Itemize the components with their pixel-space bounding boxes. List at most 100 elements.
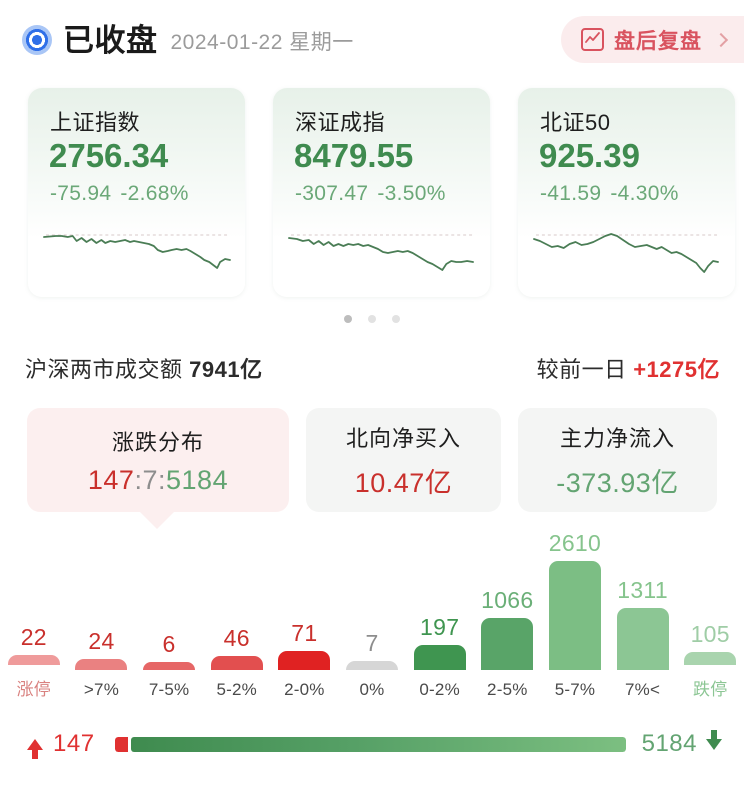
turnover-compare-label: 较前一日: [536, 357, 627, 382]
index-card-beijing50[interactable]: 北证50 925.39 -41.59 -4.30%: [518, 88, 735, 297]
bar-rect: [143, 662, 196, 670]
chevron-right-icon: [713, 32, 729, 47]
bar-value-label: 197: [420, 614, 460, 640]
index-change-pct: -3.50%: [377, 182, 446, 205]
index-name: 北证50: [540, 110, 611, 135]
bar-category-label: 5-7%: [554, 680, 596, 699]
bar-column[interactable]: 105 跌停: [676, 530, 744, 700]
chart-box-icon: [581, 28, 604, 51]
bar-category-label: 涨停: [16, 680, 52, 699]
stat-value-distribution: 147:7:5184: [88, 465, 228, 496]
index-change-pct: -2.68%: [120, 182, 189, 205]
index-name: 上证指数: [50, 110, 141, 135]
ratio-down-count: 5184: [641, 730, 697, 757]
up-down-ratio-bar: 147 5184: [0, 726, 744, 762]
post-market-review-button[interactable]: 盘后复盘: [561, 16, 744, 63]
index-value: 2756.34: [49, 137, 169, 174]
turnover-total: 沪深两市成交额 7941亿: [25, 352, 263, 384]
bar-category-label: 2-5%: [487, 680, 528, 699]
bar-category-label: >7%: [83, 680, 120, 699]
bar-category-label: 5-2%: [216, 680, 257, 699]
bar-rect: [548, 561, 601, 670]
turnover-row: 沪深两市成交额 7941亿 较前一日 +1275亿: [0, 352, 744, 384]
bar-value-label: 6: [162, 631, 176, 657]
stat-box-distribution[interactable]: 涨跌分布 147:7:5184: [27, 408, 289, 529]
bar-value-label: 2610: [548, 530, 602, 556]
bar-category-label: 2-0%: [284, 680, 325, 699]
bar-column[interactable]: 71 2-0%: [271, 530, 339, 700]
index-name: 深证成指: [295, 110, 386, 135]
bar-column[interactable]: 24 >7%: [68, 530, 136, 700]
bar-category-label: 7%<: [625, 680, 661, 699]
bar-rect: [346, 661, 399, 670]
index-change: -307.47 -3.50%: [295, 182, 446, 206]
page-header: 已收盘 2024-01-22 星期一 盘后复盘: [0, 0, 744, 80]
stat-label: 主力净流入: [559, 425, 675, 451]
index-change: -75.94 -2.68%: [50, 182, 189, 206]
index-card-shanghai[interactable]: 上证指数 2756.34 -75.94 -2.68%: [28, 88, 245, 297]
bar-rect: [278, 651, 331, 670]
bar-column[interactable]: 7 0%: [338, 530, 406, 700]
bar-rect: [616, 608, 669, 670]
ratio-track: [114, 736, 626, 752]
dist-sep-2: :: [158, 464, 167, 495]
market-status-title: 已收盘: [63, 22, 158, 58]
turnover-compare: 较前一日 +1275亿: [537, 352, 720, 384]
stat-value: -373.93亿: [556, 467, 679, 498]
index-change-pct: -4.30%: [610, 182, 679, 205]
index-card-shenzhen[interactable]: 深证成指 8479.55 -307.47 -3.50%: [273, 88, 490, 297]
index-change-abs: -307.47: [295, 182, 369, 205]
bar-rect: [684, 652, 737, 665]
bar-category-label: 0%: [359, 680, 385, 699]
bar-category-label: 0-2%: [419, 680, 460, 699]
bar-category-label: 7-5%: [148, 680, 190, 699]
index-change-abs: -75.94: [50, 182, 112, 205]
index-sparkline: [43, 234, 231, 269]
stat-label: 北向净买入: [345, 425, 461, 451]
stat-box-main-inflow[interactable]: 主力净流入 -373.93亿: [518, 408, 717, 512]
carousel-dot-0[interactable]: [344, 315, 352, 323]
bar-rect: [481, 618, 534, 670]
index-value: 925.39: [539, 137, 640, 174]
index-sparkline: [288, 234, 474, 271]
index-card-list: 上证指数 2756.34 -75.94 -2.68% 深证成指 8479.55 -…: [0, 88, 744, 297]
bar-value-label: 46: [223, 625, 250, 651]
stat-box-northbound[interactable]: 北向净买入 10.47亿: [306, 408, 501, 512]
bar-column[interactable]: 46 5-2%: [203, 530, 271, 700]
bar-rect: [413, 645, 466, 670]
bar-column[interactable]: 2610 5-7%: [541, 530, 609, 700]
market-date: 2024-01-22 星期一: [170, 30, 354, 54]
index-sparkline: [533, 233, 719, 273]
carousel-dots[interactable]: [0, 315, 744, 323]
bar-column[interactable]: 197 0-2%: [406, 530, 474, 700]
dist-flat-count: 7: [142, 464, 158, 495]
bar-rect: [75, 659, 128, 670]
carousel-dot-2[interactable]: [392, 315, 400, 323]
change-distribution-chart: 22 涨停 24 >7% 6 7-5% 46 5-2% 71 2-0% 7 0% 197 0-2% 1066…: [0, 530, 744, 700]
turnover-value: 7941亿: [189, 357, 263, 382]
bar-value-label: 71: [291, 620, 318, 646]
bar-value-label: 1311: [617, 577, 668, 603]
bar-column[interactable]: 22 涨停: [0, 530, 68, 700]
dist-down-count: 5184: [166, 464, 229, 495]
carousel-dot-1[interactable]: [368, 315, 376, 323]
bar-value-label: 24: [88, 628, 115, 654]
turnover-label: 沪深两市成交额: [25, 357, 183, 382]
bar-value-label: 22: [20, 624, 47, 650]
bar-column[interactable]: 6 7-5%: [135, 530, 203, 700]
ratio-red-segment: [114, 736, 129, 752]
stat-value: 10.47亿: [354, 467, 453, 498]
target-circle-icon: [22, 25, 52, 55]
index-value: 8479.55: [294, 137, 414, 174]
ratio-up-count: 147: [53, 730, 95, 757]
stat-box-row: 涨跌分布 147:7:5184 北向净买入 10.47亿 主力净流入 -373.…: [0, 408, 744, 529]
bar-value-label: 105: [690, 621, 730, 647]
arrow-down-icon: [706, 729, 722, 750]
dist-sep-1: :: [134, 464, 143, 495]
bar-column[interactable]: 1311 7%<: [609, 530, 677, 700]
bar-column[interactable]: 1066 2-5%: [473, 530, 541, 700]
bar-value-label: 7: [365, 630, 379, 656]
index-change: -41.59 -4.30%: [540, 182, 679, 206]
dist-up-count: 147: [87, 464, 135, 495]
